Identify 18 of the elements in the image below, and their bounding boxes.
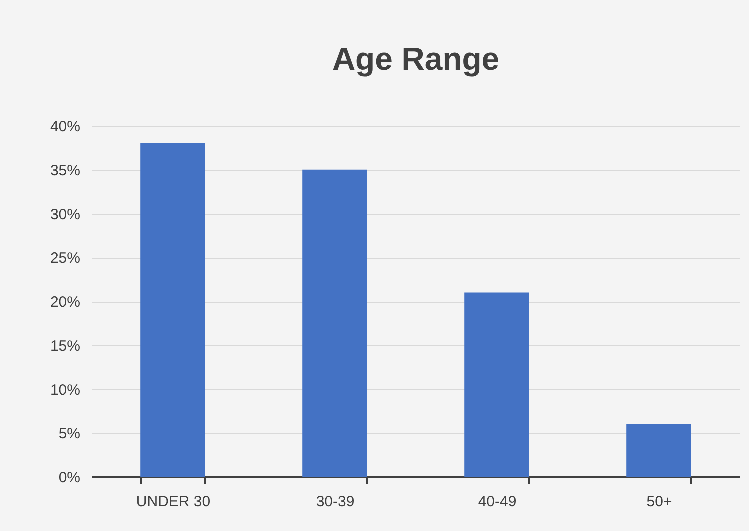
- y-tick-label: 5%: [58, 426, 80, 443]
- y-tick-label: 30%: [50, 206, 80, 224]
- bar: [302, 170, 368, 477]
- y-tick-label: 0%: [58, 470, 80, 486]
- y-tick-label: 20%: [50, 294, 80, 311]
- x-tick-label: 40-49: [478, 494, 517, 510]
- x-tick-label: UNDER 30: [136, 494, 211, 510]
- y-tick-label: 25%: [50, 250, 80, 268]
- bar: [464, 292, 530, 477]
- x-tick-label: 30-39: [316, 494, 355, 510]
- y-tick-label: 40%: [50, 118, 80, 136]
- y-tick-label: 15%: [50, 338, 80, 355]
- x-tick-label: 50+: [646, 494, 672, 510]
- y-tick-label: 35%: [50, 162, 80, 180]
- y-tick-label: 10%: [50, 382, 80, 399]
- bar: [140, 144, 206, 477]
- chart-title: Age Range: [332, 41, 500, 77]
- bar: [626, 424, 692, 477]
